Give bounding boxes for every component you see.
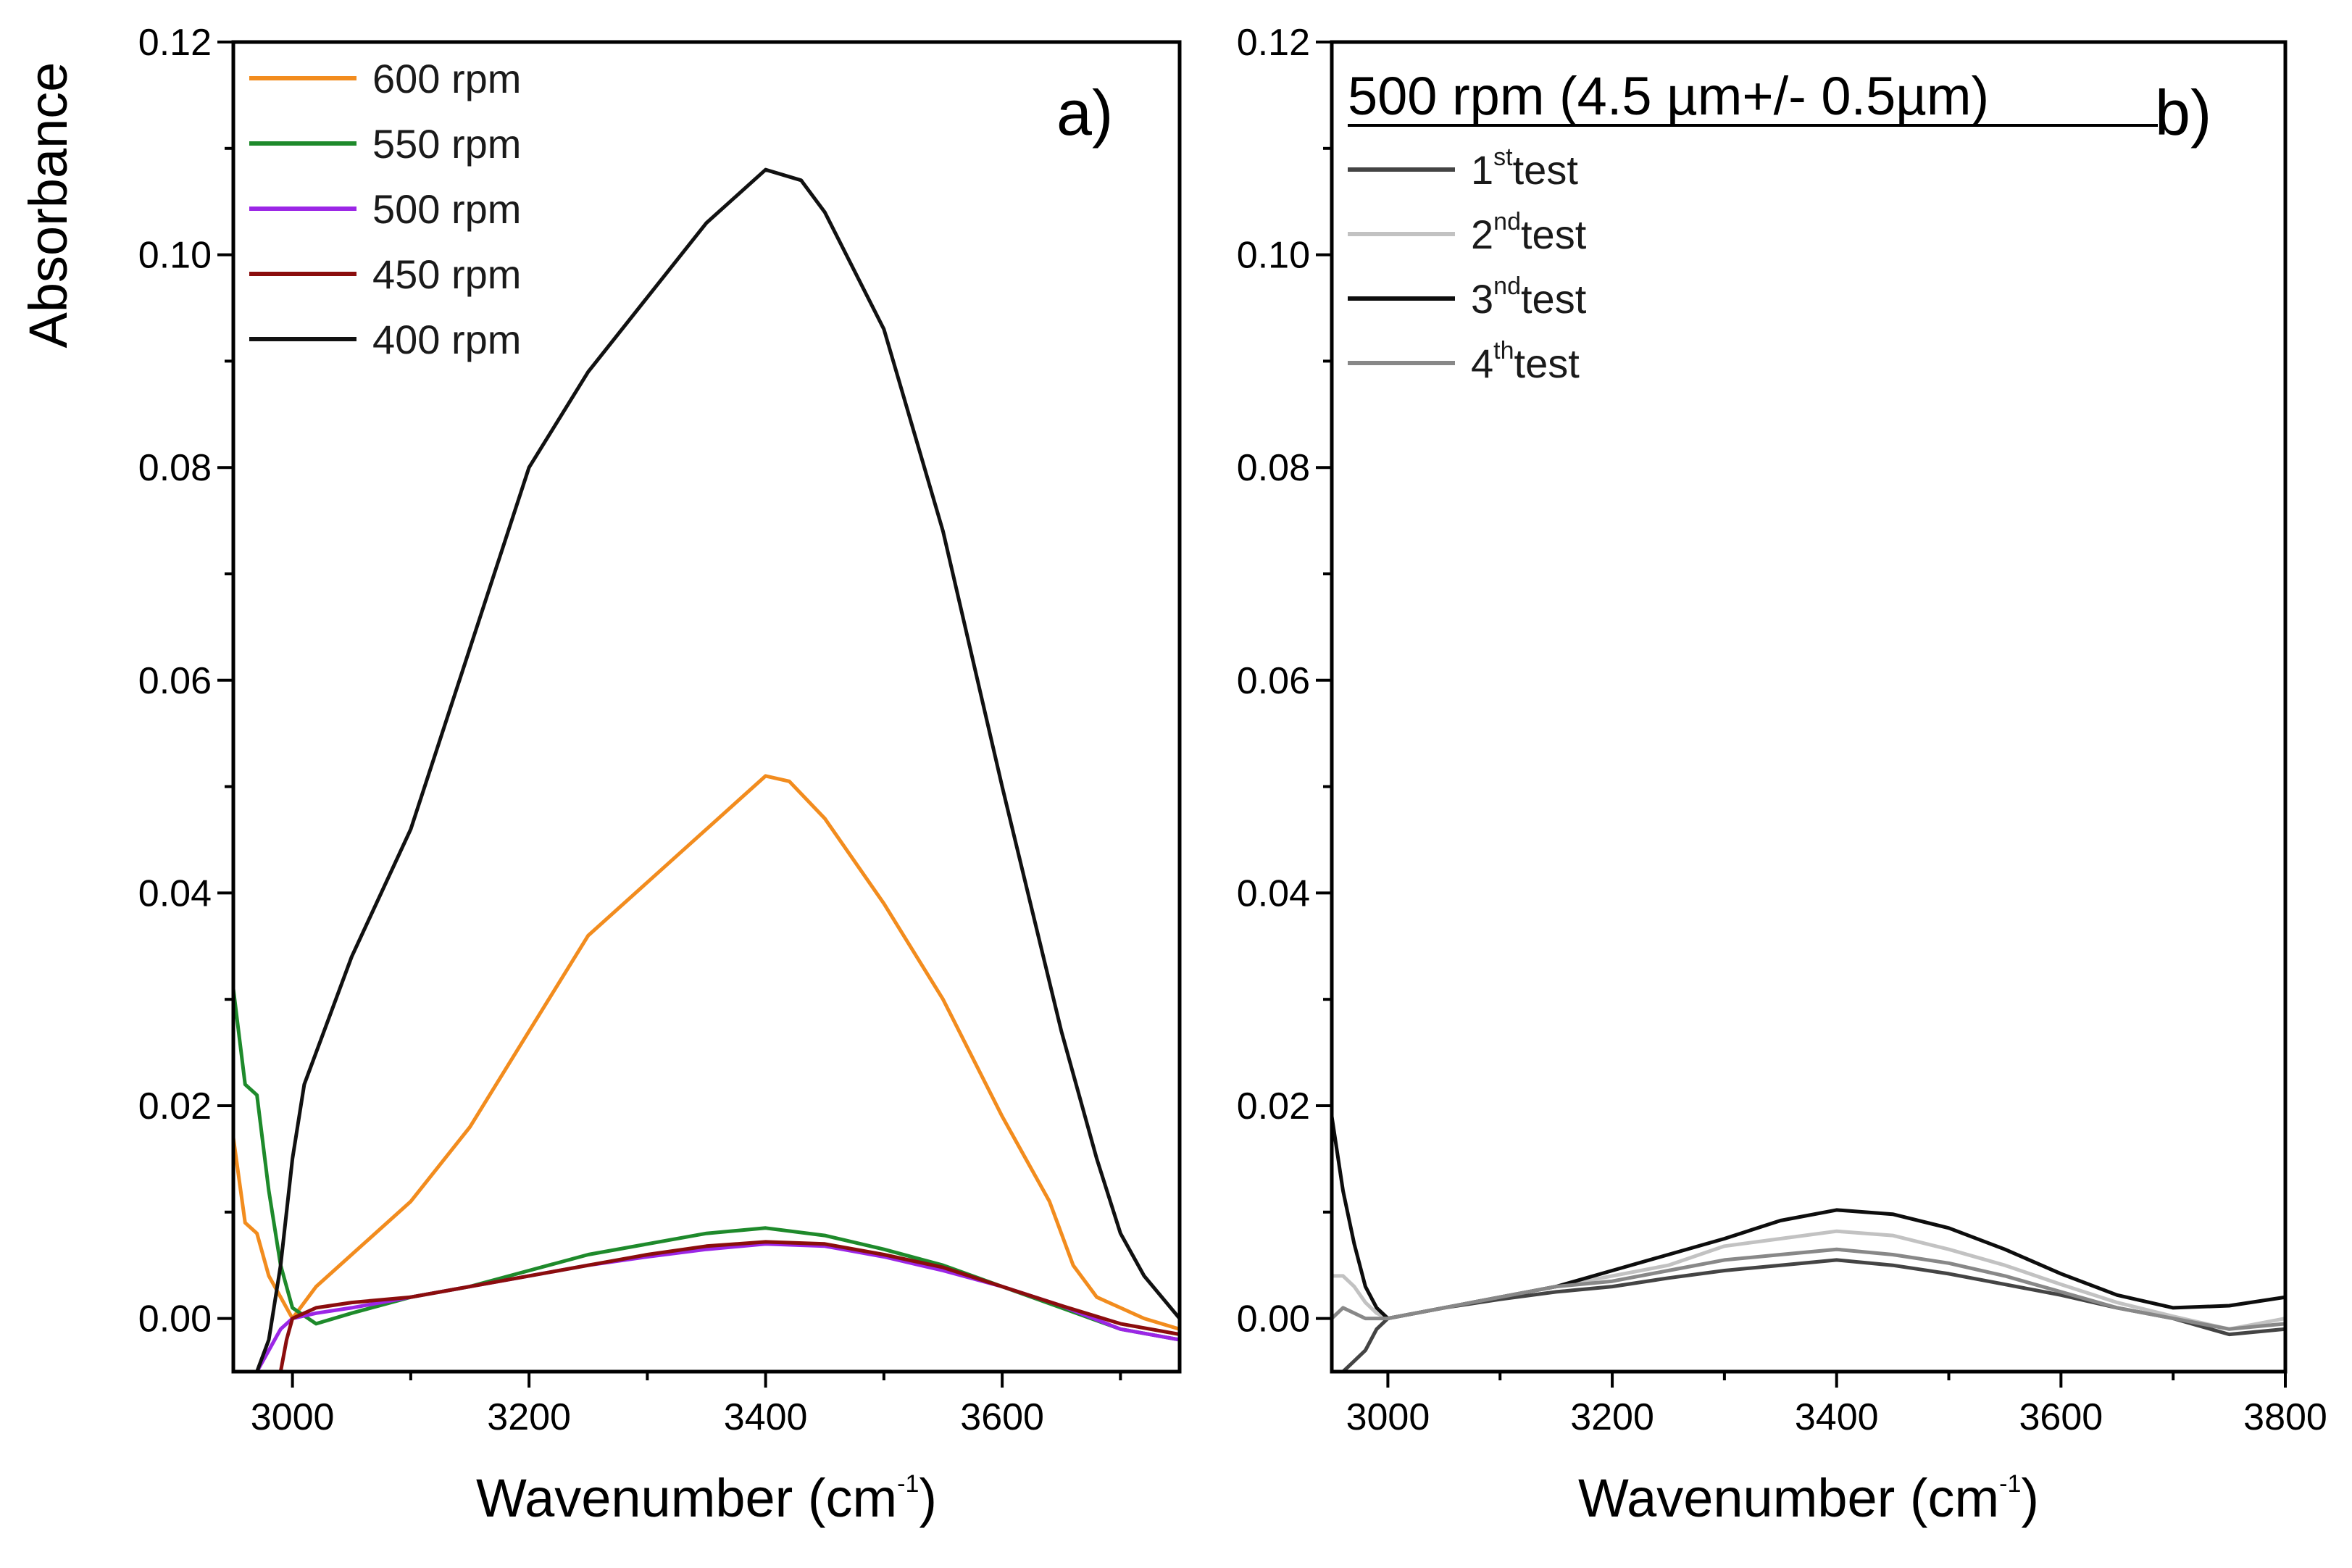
panel-a-legend-label: 550 rpm	[372, 121, 521, 167]
panel-b-label: b)	[2155, 77, 2211, 149]
panel-a-legend-label: 500 rpm	[372, 186, 521, 232]
panel-b-x-tick-label: 3200	[1570, 1396, 1654, 1438]
panel-a-series-line-3	[255, 1242, 1180, 1372]
panel-b-legend-label: 4thtest	[1471, 337, 1580, 386]
panel-b-series-line-1	[1341, 1258, 2285, 1372]
panel-b-x-tick-label: 3400	[1795, 1396, 1879, 1438]
panel-a-x-axis-title: Wavenumber (cm-1)	[476, 1468, 937, 1528]
panel-b-chart: 0.00 0.02 0.04 0.06 0.08 0.10 0.12 3000 3200 3400…	[1237, 22, 2327, 1528]
panel-b-legend-label: 2ndtest	[1471, 208, 1587, 257]
panel-a-legend-label: 450 rpm	[372, 251, 521, 297]
panel-b-legend-label: 1sttest	[1471, 143, 1578, 193]
panel-b-x-tick-label: 3800	[2243, 1396, 2327, 1438]
panel-a-x-tick-label: 3400	[724, 1396, 808, 1438]
panel-a-series-line-4	[278, 1240, 1180, 1372]
panel-b-series-line-2	[1332, 1229, 2285, 1331]
panel-a-legend-label: 400 rpm	[372, 317, 521, 362]
panel-b-y-tick-label: 0.06	[1237, 660, 1310, 702]
panel-a-x-tick-label: 3200	[487, 1396, 571, 1438]
panel-b-x-tick-label: 3000	[1346, 1396, 1430, 1438]
panel-b-x-tick-label: 3600	[2019, 1396, 2103, 1438]
panel-a-chart: 0.00 0.02 0.04 0.06 0.08 0.10 0.12 3000 3200 3400…	[18, 22, 1182, 1528]
panel-b-y-tick-label: 0.04	[1237, 872, 1310, 914]
panel-a-y-tick-label: 0.02	[138, 1085, 212, 1127]
panel-a-y-tick-label: 0.08	[138, 447, 212, 489]
panel-b-series-line-4	[1332, 1247, 2285, 1331]
panel-a-x-tick-label: 3000	[251, 1396, 335, 1438]
panel-a-y-axis-title: Absorbance	[18, 62, 78, 349]
panel-b-title: 500 rpm (4.5 µm+/- 0.5µm)	[1348, 66, 1989, 126]
panel-b-legend-label: 3ndtest	[1471, 272, 1587, 322]
panel-b-y-tick-label: 0.08	[1237, 447, 1310, 489]
panel-b-series-line-3	[1332, 1114, 2285, 1321]
panel-a-y-tick-label: 0.04	[138, 872, 212, 914]
panel-a-legend-label: 600 rpm	[372, 56, 521, 101]
panel-b-y-tick-label: 0.02	[1237, 1085, 1310, 1127]
panel-b-y-tick-label: 0.00	[1237, 1298, 1310, 1340]
panel-a-series-line-1	[233, 774, 1180, 1331]
panel-a-y-tick-label: 0.12	[138, 22, 212, 64]
panel-a-x-tick-label: 3600	[960, 1396, 1044, 1438]
panel-a-plot-frame	[231, 40, 1182, 1374]
panel-a-y-tick-label: 0.00	[138, 1298, 212, 1340]
panel-a-series-line-2	[233, 987, 1180, 1342]
panel-b-x-axis-title: Wavenumber (cm-1)	[1578, 1468, 2039, 1528]
panel-a-series-line-5	[255, 167, 1180, 1372]
panel-a-y-tick-label: 0.06	[138, 660, 212, 702]
panel-b-y-tick-label: 0.10	[1237, 235, 1310, 277]
panel-a-y-tick-label: 0.10	[138, 235, 212, 277]
panel-b-plot-frame	[1330, 40, 2288, 1374]
panel-a-label: a)	[1056, 77, 1113, 149]
panel-b-y-tick-label: 0.12	[1237, 22, 1310, 64]
